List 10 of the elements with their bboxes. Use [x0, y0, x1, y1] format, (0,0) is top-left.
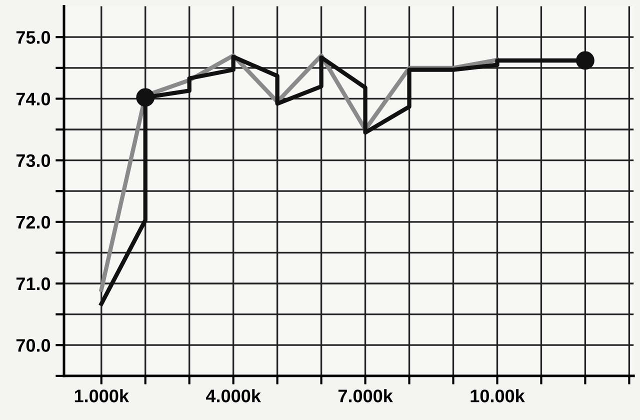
- x-tick-label: 10.00k: [470, 389, 525, 402]
- y-tick-label: 72.0: [16, 216, 50, 229]
- y-tick-label: 71.0: [16, 277, 50, 290]
- x-tick-label: 1.000k: [74, 389, 130, 402]
- x-tick-label: 4.000k: [206, 389, 261, 402]
- y-tick-label: 74.0: [16, 92, 50, 106]
- y-tick-label: 75.0: [16, 31, 50, 44]
- y-tick-label: 70.0: [16, 339, 50, 352]
- x-tick-label: 7.000k: [338, 389, 393, 402]
- y-tick-label: 73.0: [16, 154, 50, 168]
